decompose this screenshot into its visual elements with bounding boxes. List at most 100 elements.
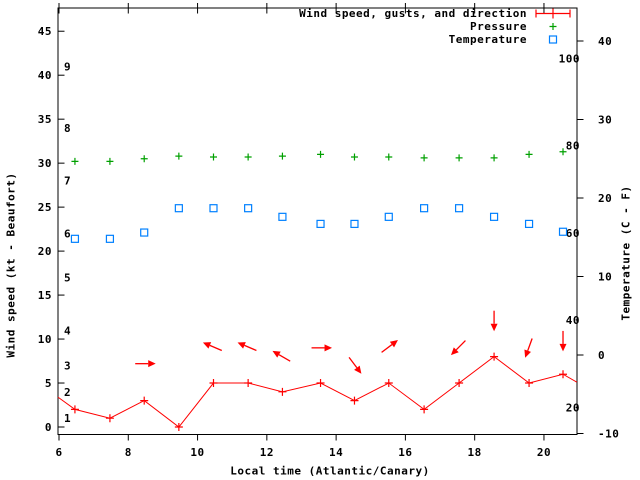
y-left-tick-label: 10 xyxy=(38,333,52,346)
pressure-point xyxy=(209,153,217,161)
x-tick-label: 20 xyxy=(537,446,551,459)
wind-point xyxy=(559,370,568,379)
wind-arrow-shaft xyxy=(278,354,291,362)
y-left-tick-label: 40 xyxy=(38,69,52,82)
temperature-point xyxy=(558,227,568,236)
temperature-point xyxy=(420,204,429,213)
fahrenheit-scale-label: 80 xyxy=(566,140,580,153)
pressure-point xyxy=(278,152,286,160)
wind-point xyxy=(525,379,534,388)
beaufort-scale-label: 7 xyxy=(64,175,71,188)
wind-arrow-head xyxy=(324,344,333,352)
wind-arrow-shaft xyxy=(209,344,223,352)
wind-direction-arrow xyxy=(381,340,398,353)
y-right-tick-label: -10 xyxy=(598,428,619,441)
legend-row-wind: Wind speed, gusts, and direction xyxy=(299,7,572,20)
plot-border xyxy=(57,7,578,435)
temperature-point xyxy=(209,204,218,213)
y-axis-title-wind-speed: Wind speed (kt - Beaufort) xyxy=(4,172,18,358)
wind-point xyxy=(384,379,393,388)
legend-row-pressure: Pressure xyxy=(299,20,572,33)
wind-speed-line xyxy=(57,356,578,428)
x-tick-label: 14 xyxy=(329,446,343,459)
x-tick-label: 12 xyxy=(260,446,274,459)
wind-point xyxy=(209,379,218,388)
beaufort-scale-label: 8 xyxy=(64,122,71,135)
legend-marker-pressure-plus xyxy=(549,23,557,30)
wind-point xyxy=(316,379,325,388)
pressure-point xyxy=(71,157,79,165)
wind-point xyxy=(350,396,359,405)
temperature-point xyxy=(350,219,359,229)
wind-direction-arrow xyxy=(559,330,567,352)
y-left-tick-label: 45 xyxy=(38,25,52,38)
temperature-point xyxy=(489,212,499,221)
wind-direction-arrow xyxy=(348,356,362,374)
y-right-tick-label: 10 xyxy=(598,271,612,284)
temperature-point xyxy=(174,204,183,213)
wind-arrow-head xyxy=(490,323,498,332)
y-right-tick-label: 0 xyxy=(598,349,605,362)
pressure-point xyxy=(317,150,325,158)
pressure-point xyxy=(244,153,252,161)
x-axis-title-local-time: Local time (Atlantic/Canary) xyxy=(230,464,430,478)
pressure-point xyxy=(385,153,393,161)
y-left-tick-label: 25 xyxy=(38,201,52,214)
wind-direction-arrow xyxy=(135,360,156,368)
fahrenheit-scale-label: 60 xyxy=(566,227,580,240)
y-left-tick-label: 20 xyxy=(38,245,52,258)
wind-arrow-head xyxy=(389,340,398,348)
wind-arrow-head xyxy=(354,365,362,374)
wind-arrow-head xyxy=(559,343,567,352)
beaufort-scale-label: 9 xyxy=(64,60,71,73)
x-tick-label: 6 xyxy=(55,446,62,459)
x-tick-label: 16 xyxy=(398,446,412,459)
wind-arrow-head xyxy=(450,347,459,356)
wind-arrow-head xyxy=(524,349,531,358)
beaufort-scale-label: 1 xyxy=(64,412,71,425)
beaufort-scale-label: 6 xyxy=(64,228,71,241)
temperature-point xyxy=(70,234,80,243)
wind-point xyxy=(244,379,253,388)
legend-marker-temperature-square xyxy=(548,35,558,44)
legend-row-temperature: Temperature xyxy=(299,33,572,46)
wind-direction-arrow xyxy=(450,340,466,356)
legend-marker-wind-errorbar xyxy=(535,8,571,19)
y-left-tick-label: 5 xyxy=(45,377,52,390)
chart-legend: Wind speed, gusts, and direction Pressur… xyxy=(299,7,572,46)
pressure-point xyxy=(106,157,114,165)
wind-point xyxy=(420,405,429,414)
wind-arrow-head xyxy=(202,342,212,349)
x-tick-label: 10 xyxy=(190,446,204,459)
legend-label-pressure: Pressure xyxy=(470,20,527,33)
beaufort-scale-label: 2 xyxy=(64,386,71,399)
x-tick-label: 8 xyxy=(125,446,132,459)
beaufort-scale-label: 3 xyxy=(64,359,71,372)
wind-point xyxy=(140,396,149,405)
temperature-point xyxy=(140,228,149,237)
pressure-point xyxy=(490,154,498,162)
wind-direction-arrow xyxy=(311,344,333,352)
wind-point xyxy=(174,423,183,431)
pressure-point xyxy=(175,152,183,160)
wind-arrow-head xyxy=(272,350,281,358)
wind-point xyxy=(105,414,114,423)
y-left-tick-label: 15 xyxy=(38,289,52,302)
y-left-tick-label: 35 xyxy=(38,113,52,126)
temperature-point xyxy=(105,234,115,243)
wind-direction-arrow xyxy=(490,310,498,332)
beaufort-scale-label: 4 xyxy=(64,324,71,337)
pressure-point xyxy=(140,155,148,163)
temperature-point xyxy=(524,219,534,229)
wind-arrow-shaft xyxy=(527,338,533,351)
y-right-tick-label: 30 xyxy=(598,114,612,127)
wind-direction-arrow xyxy=(524,338,533,358)
wind-arrow-shaft xyxy=(348,356,358,369)
wind-arrow-shaft xyxy=(455,340,466,351)
temperature-point xyxy=(454,204,464,213)
wind-direction-arrow xyxy=(202,342,223,352)
temperature-point xyxy=(244,204,253,213)
pressure-point xyxy=(559,148,567,156)
